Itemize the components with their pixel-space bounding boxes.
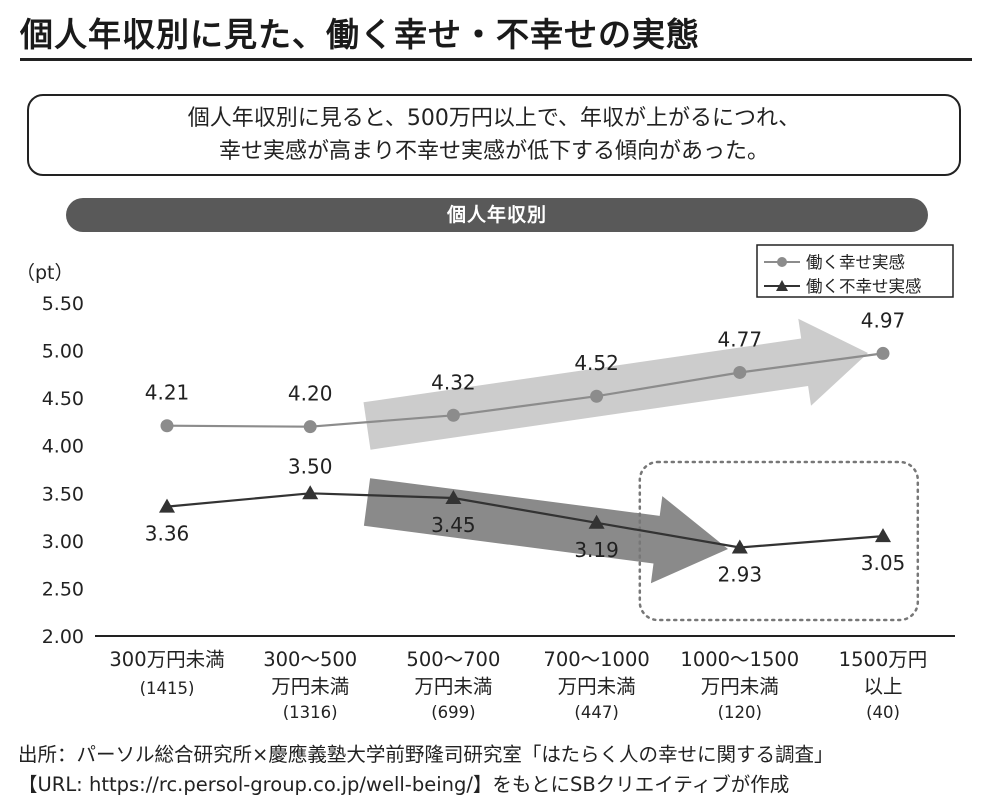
source-note: 出所：パーソル総合研究所×慶應義塾大学前野隆司研究室「はたらく人の幸せに関する調… [18, 740, 833, 800]
series-0-point-5 [876, 346, 890, 360]
title-underline [20, 58, 972, 61]
series-1-point-2 [445, 490, 462, 505]
x-tick-label-4-0: 1000〜1500 [680, 648, 799, 671]
series-1-point-5 [875, 528, 891, 543]
series-group [159, 346, 891, 554]
trend-arrow-1 [363, 318, 868, 450]
y-tick-label-6: 2.50 [42, 578, 84, 600]
y-tick-label-0: 5.50 [42, 293, 84, 315]
x-tick-label-2-1: 万円未満 [414, 675, 492, 698]
series-1-point-4 [731, 539, 748, 554]
y-tick-label-2: 4.50 [42, 388, 84, 410]
summary-line-2: 幸せ実感が高まり不幸せ実感が低下する傾向があった。 [218, 139, 769, 164]
x-tick-label-0-0: 300万円未満 [109, 648, 224, 671]
legend-label-1: 働く不幸せ実感 [806, 277, 922, 296]
legend-box [756, 244, 954, 298]
y-tick-label-5: 3.00 [42, 531, 84, 553]
legend-marker-1 [776, 280, 788, 291]
series-0-label-4: 4.77 [718, 327, 763, 351]
x-tick-label-1-1: 万円未満 [271, 675, 349, 698]
series-0-label-2: 4.32 [431, 370, 476, 394]
x-tick-label-5-0: 1500万円 [839, 648, 928, 671]
highlight-box-rect [638, 460, 920, 622]
series-1-label-3: 3.19 [574, 538, 619, 562]
source-line-1: 出所：パーソル総合研究所×慶應義塾大学前野隆司研究室「はたらく人の幸せに関する調… [18, 743, 834, 766]
highlight-box [638, 460, 920, 622]
summary-box: 個人年収別に見ると、500万円以上で、年収が上がるにつれ、 幸せ実感が高まり不幸… [27, 94, 961, 176]
x-tick-label-5-1: 以上 [863, 675, 902, 698]
page-title: 個人年収別に見た、働く幸せ・不幸せの実態 [20, 15, 700, 54]
series-0-label-1: 4.20 [288, 382, 333, 406]
series-1-label-0: 3.36 [145, 522, 190, 546]
series-0-point-1 [303, 420, 317, 434]
series-1-label-5: 3.05 [861, 551, 906, 575]
trend-arrow-2 [363, 478, 728, 584]
y-tick-label-4: 3.50 [42, 483, 84, 505]
x-sample-size-5: (40) [866, 703, 900, 722]
y-tick-label-3: 4.00 [42, 436, 84, 458]
legend-label-0: 働く幸せ実感 [806, 253, 905, 272]
source-line-2: 【URL: https://rc.persol-group.co.jp/well… [18, 773, 790, 796]
series-0-label-3: 4.52 [574, 351, 619, 375]
data-labels: 4.21 4.20 4.32 4.52 4.77 4.97 3.36 3.50 3.45 3.19… [145, 308, 906, 586]
series-line-0 [166, 352, 884, 428]
trend-arrows [363, 318, 868, 584]
x-sample-size-2: (699) [431, 703, 475, 722]
x-tick-label-4-1: 万円未満 [701, 675, 779, 698]
series-0-point-2 [446, 408, 460, 422]
series-0-point-3 [590, 389, 604, 403]
series-1-point-1 [302, 485, 319, 500]
series-1-point-0 [159, 498, 175, 513]
x-tick-label-1-0: 300〜500 [263, 648, 357, 671]
x-sample-size-1: (1316) [283, 703, 338, 722]
series-0-point-0 [160, 419, 174, 433]
summary-line-1: 個人年収別に見ると、500万円以上で、年収が上がるにつれ、 [187, 106, 801, 131]
series-line-1 [166, 492, 884, 549]
axes: （pt） 5.50 5.00 4.50 4.00 3.50 3.00 2.50 2.00 300万… [16, 262, 955, 722]
series-0-label-5: 4.97 [861, 308, 906, 332]
x-tick-label-2-0: 500〜700 [406, 648, 500, 671]
y-unit-label: （pt） [16, 262, 74, 284]
legend-marker-0 [777, 257, 787, 267]
section-header: 個人年収別 [66, 198, 928, 232]
series-1-label-2: 3.45 [431, 513, 476, 537]
x-sample-size-0: (1415) [140, 679, 195, 698]
x-tick-label-3-1: 万円未満 [558, 675, 636, 698]
series-1-label-4: 2.93 [718, 563, 763, 587]
series-1-label-1: 3.50 [288, 454, 333, 478]
series-0-point-4 [733, 365, 747, 379]
series-0-label-0: 4.21 [145, 381, 190, 405]
x-sample-size-4: (120) [718, 703, 762, 722]
x-tick-label-3-0: 700〜1000 [543, 648, 649, 671]
x-sample-size-3: (447) [574, 703, 618, 722]
series-1-point-3 [588, 514, 605, 529]
y-tick-label-7: 2.00 [42, 626, 84, 648]
y-tick-label-1: 5.00 [42, 341, 84, 363]
